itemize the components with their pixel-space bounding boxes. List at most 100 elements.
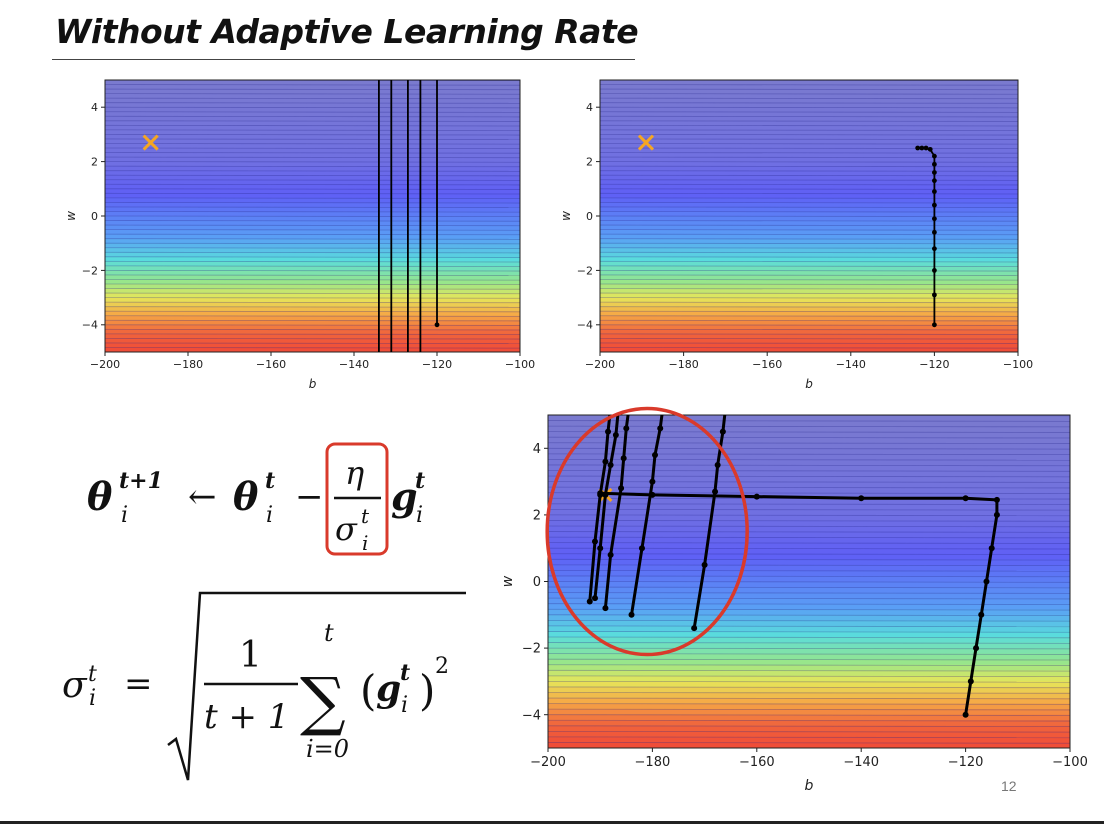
trajectory-point (691, 625, 698, 632)
trajectory-line (593, 415, 620, 599)
bottom-border (0, 821, 1104, 824)
trajectory-point (962, 711, 969, 718)
contour-background (105, 80, 520, 352)
sigma-subscript: i (362, 531, 368, 555)
trajectory-point (638, 545, 645, 552)
gradient-symbol: g (376, 668, 401, 710)
trajectory-point (722, 405, 728, 411)
x-tick-label: −140 (339, 358, 369, 371)
trajectory-point (932, 153, 937, 159)
trajectory-point (605, 428, 612, 435)
theta-superscript: t+1 (119, 468, 163, 494)
y-tick-label: −2 (82, 264, 98, 277)
x-axis-label: b (805, 377, 813, 391)
numerator-one: 1 (239, 635, 262, 676)
trajectory-point (923, 145, 929, 151)
trajectory-point (932, 292, 937, 298)
y-tick-label: −2 (522, 642, 541, 657)
highlight-ellipse (545, 406, 749, 657)
y-tick-label: 0 (586, 210, 593, 223)
trajectory-point (932, 189, 937, 194)
theta-superscript-2: t (265, 468, 275, 494)
denominator: t + 1 (204, 697, 289, 737)
trajectory-point (597, 545, 604, 552)
x-tick-label: −140 (843, 755, 879, 770)
sigma-symbol: σ (62, 665, 88, 706)
sum-symbol: ∑ (300, 665, 346, 739)
trajectory-point (602, 491, 609, 498)
trajectory-point (657, 425, 664, 432)
theta-symbol: θ (87, 474, 113, 519)
trajectory-point (983, 578, 990, 585)
arrow-symbol: ← (188, 477, 217, 517)
sqrt-sign (167, 591, 466, 781)
trajectory-point (988, 545, 995, 552)
y-tick-label: −4 (522, 708, 541, 723)
trajectory-point (602, 458, 609, 465)
sigma-symbol: σ (335, 510, 358, 548)
contour-background (548, 415, 1070, 748)
trajectory-point (591, 538, 598, 545)
slide-title: Without Adaptive Learning Rate (55, 12, 639, 51)
contour-background (600, 80, 1018, 352)
x-tick-label: −180 (173, 358, 203, 371)
x-tick-label: −180 (668, 358, 698, 371)
trajectory-point (620, 455, 627, 462)
trajectory-point (932, 216, 937, 222)
gradient-subscript: i (401, 693, 408, 718)
trajectory-line (630, 415, 664, 616)
trajectory-point (623, 425, 630, 432)
gradient-superscript: t (415, 468, 425, 494)
trajectory-point (978, 611, 985, 618)
trajectory-point (993, 496, 1000, 503)
sigma-subscript: i (89, 686, 96, 711)
trajectory-point (932, 229, 937, 235)
y-tick-label: 2 (533, 508, 541, 523)
y-tick-label: −4 (577, 319, 593, 332)
trajectory-line (603, 415, 630, 609)
trajectory-point (915, 145, 921, 151)
y-tick-label: 4 (91, 101, 98, 114)
y-axis-label: w (500, 575, 516, 587)
theta-subscript: i (121, 503, 128, 528)
update-rule-formula: θ t+1 i ← θ t i − η σ t i g t i (87, 442, 425, 556)
x-tick-label: −120 (948, 755, 984, 770)
x-tick-label: −200 (90, 358, 120, 371)
theta-symbol-2: θ (233, 474, 259, 519)
sum-top: t (324, 619, 334, 647)
left-paren: ( (360, 666, 376, 715)
page-number: 12 (1001, 778, 1017, 794)
trajectory-point (858, 495, 865, 502)
x-tick-label: −200 (585, 358, 615, 371)
trajectory-point (973, 645, 980, 652)
trajectory-line (588, 415, 612, 602)
y-tick-label: −4 (82, 319, 98, 332)
sum-bottom: i=0 (306, 735, 349, 763)
x-tick-label: −120 (919, 358, 949, 371)
trajectory-point (602, 605, 609, 612)
trajectory-point (434, 322, 440, 328)
trajectory-point (932, 322, 937, 328)
trajectory-point (597, 491, 604, 498)
trajectory-point (712, 488, 719, 495)
trajectory-point (927, 146, 933, 152)
x-axis-label: b (805, 778, 814, 794)
x-tick-label: −160 (256, 358, 286, 371)
x-tick-label: −100 (1003, 358, 1033, 371)
minus-symbol: − (295, 477, 324, 517)
trajectory-point (919, 145, 925, 151)
x-tick-label: −160 (752, 358, 782, 371)
minimum-marker (142, 134, 159, 151)
trajectory-point (618, 485, 625, 492)
trajectory-point (607, 461, 614, 468)
gradient-symbol: g (391, 474, 418, 519)
x-tick-label: −160 (739, 755, 775, 770)
trajectory-point (586, 598, 593, 605)
x-axis-label: b (309, 377, 317, 391)
y-tick-label: 4 (586, 101, 593, 114)
minimum-marker (637, 134, 655, 151)
trajectory-point (932, 202, 937, 208)
y-axis-label: w (559, 211, 573, 221)
trajectory-point (932, 246, 937, 252)
y-axis-label: w (64, 211, 78, 221)
